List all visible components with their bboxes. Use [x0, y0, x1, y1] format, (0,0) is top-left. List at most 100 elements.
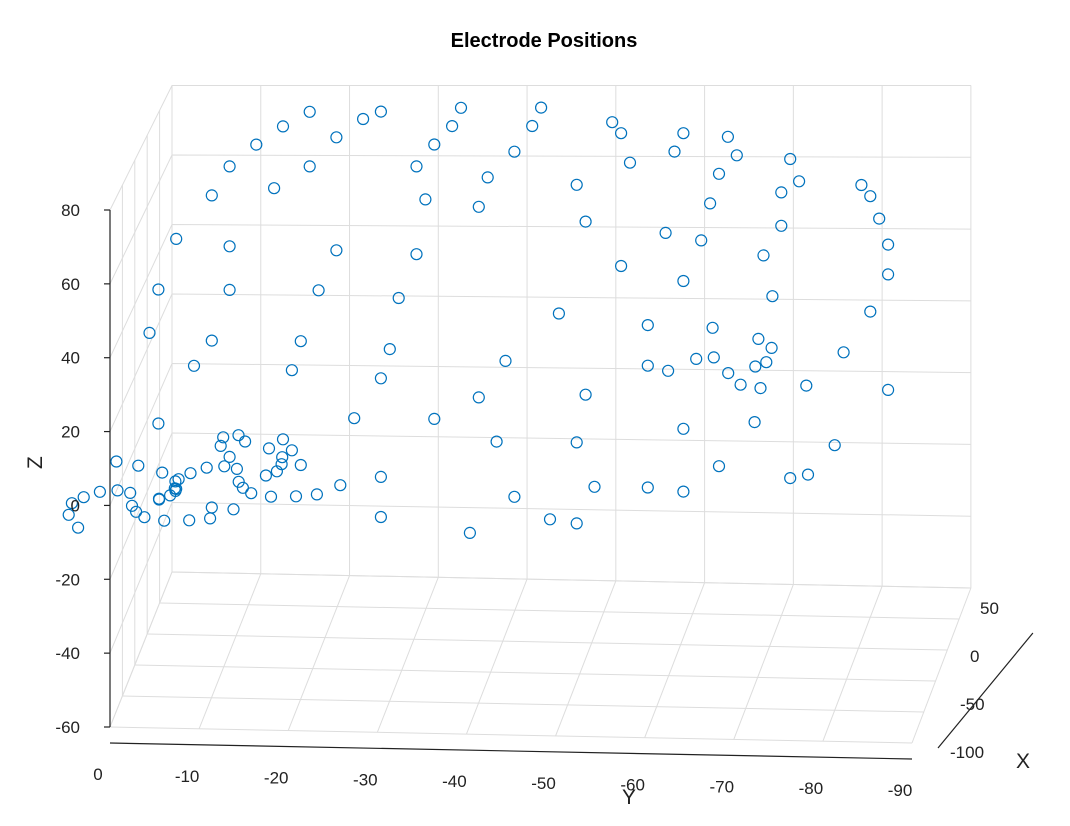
electrode-point	[143, 326, 156, 339]
electrode-point	[200, 461, 213, 474]
electrode-point	[792, 175, 806, 188]
electrode-point	[588, 480, 601, 493]
electrode-point	[152, 283, 165, 296]
y-tick-label: -40	[442, 772, 467, 791]
electrode-point	[508, 145, 521, 158]
z-tick-label: -20	[55, 570, 80, 589]
tick-labels: 80 60 40 20 0 -20 -40 -60 0 -10 -20 -30 -40 -50 -60 -70…	[55, 201, 999, 800]
electrode-point	[93, 485, 107, 498]
electrode-point	[71, 521, 85, 534]
electrode-point	[392, 291, 405, 305]
electrode-point	[446, 119, 459, 133]
z-tick-label: 80	[61, 201, 80, 220]
electrode-point	[62, 508, 75, 521]
electrode-point	[722, 367, 735, 380]
y-tick-label: -50	[531, 774, 556, 793]
electrode-point	[184, 467, 197, 480]
electrode-point	[706, 321, 719, 334]
electrode-point	[472, 391, 485, 404]
electrode-point	[677, 485, 690, 498]
electrode-point	[641, 481, 654, 494]
electrode-point	[132, 459, 145, 472]
electrode-point	[230, 462, 243, 475]
electrode-point	[690, 352, 703, 365]
electrode-point	[205, 189, 218, 202]
electrode-point	[659, 226, 672, 239]
electrode-point	[881, 238, 895, 251]
z-axis-label: Z	[24, 456, 47, 469]
electrode-point	[695, 234, 708, 247]
electrode-point	[374, 510, 387, 524]
electrode-point	[428, 412, 441, 425]
electrode-point	[183, 514, 196, 527]
electrode-point	[77, 491, 90, 504]
y-tick-label: -80	[799, 779, 824, 798]
electrode-point	[111, 484, 124, 497]
electrode-point	[419, 193, 432, 206]
electrode-point	[214, 439, 227, 452]
electrode-point	[661, 364, 675, 377]
electrode-point	[800, 379, 813, 392]
electrode-point	[534, 101, 548, 114]
electrode-point	[236, 481, 249, 494]
electrode-point	[239, 435, 252, 448]
electrode-point	[152, 417, 165, 430]
grid	[109, 85, 972, 744]
electrode-point	[125, 499, 139, 512]
electrode-point	[775, 219, 788, 232]
z-tick-label: 60	[61, 275, 80, 294]
chart-title: Electrode Positions	[451, 30, 638, 52]
electrode-point	[784, 472, 797, 485]
z-tick-label: 40	[61, 349, 80, 368]
electrode-point	[259, 469, 272, 482]
electrode-point	[138, 511, 151, 524]
electrode-point	[262, 442, 276, 455]
electrode-point	[757, 249, 770, 262]
x-tick-label: -100	[950, 743, 984, 762]
electrode-point	[285, 364, 298, 377]
electrode-point	[169, 475, 182, 488]
electrode-point	[749, 360, 762, 373]
electrode-point	[855, 178, 868, 192]
electrode-point	[169, 484, 182, 497]
electrode-point	[765, 341, 778, 354]
axes	[104, 209, 1034, 760]
electrode-point	[285, 444, 298, 457]
electrode-point	[223, 160, 236, 173]
electrode-point	[775, 186, 788, 199]
electrode-point	[801, 468, 815, 481]
electrode-point	[760, 356, 773, 369]
electrode-point	[881, 383, 895, 396]
electrode-point	[579, 388, 592, 401]
electrode-point	[570, 436, 583, 449]
x-axis-line	[937, 632, 1034, 749]
electrode-point	[275, 458, 288, 471]
electrode-point	[828, 439, 841, 452]
electrode-point	[374, 470, 387, 483]
electrode-point	[310, 488, 323, 501]
electrode-point	[330, 131, 343, 144]
electrode-point	[734, 378, 747, 391]
electrode-point	[508, 490, 521, 503]
electrode-point	[784, 152, 797, 166]
x-tick-label: -50	[960, 695, 985, 714]
electrode-point	[766, 290, 779, 303]
electrode-point	[490, 435, 503, 448]
electrode-point	[187, 359, 201, 372]
x-axis-label: X	[1016, 750, 1030, 773]
electrode-point	[124, 486, 137, 499]
electrode-point	[543, 513, 557, 526]
electrode-point	[703, 197, 717, 210]
electrode-point	[579, 215, 592, 228]
electrode-point	[873, 212, 886, 225]
electrode-point	[677, 422, 690, 435]
electrode-point	[410, 248, 423, 261]
electrode-point	[268, 182, 281, 195]
electrode-point	[614, 259, 628, 273]
electrode-point	[223, 450, 236, 463]
z-tick-label: 0	[71, 496, 80, 515]
electrode-point	[641, 359, 654, 372]
electrode-point	[232, 429, 245, 442]
electrode-point	[334, 479, 347, 492]
